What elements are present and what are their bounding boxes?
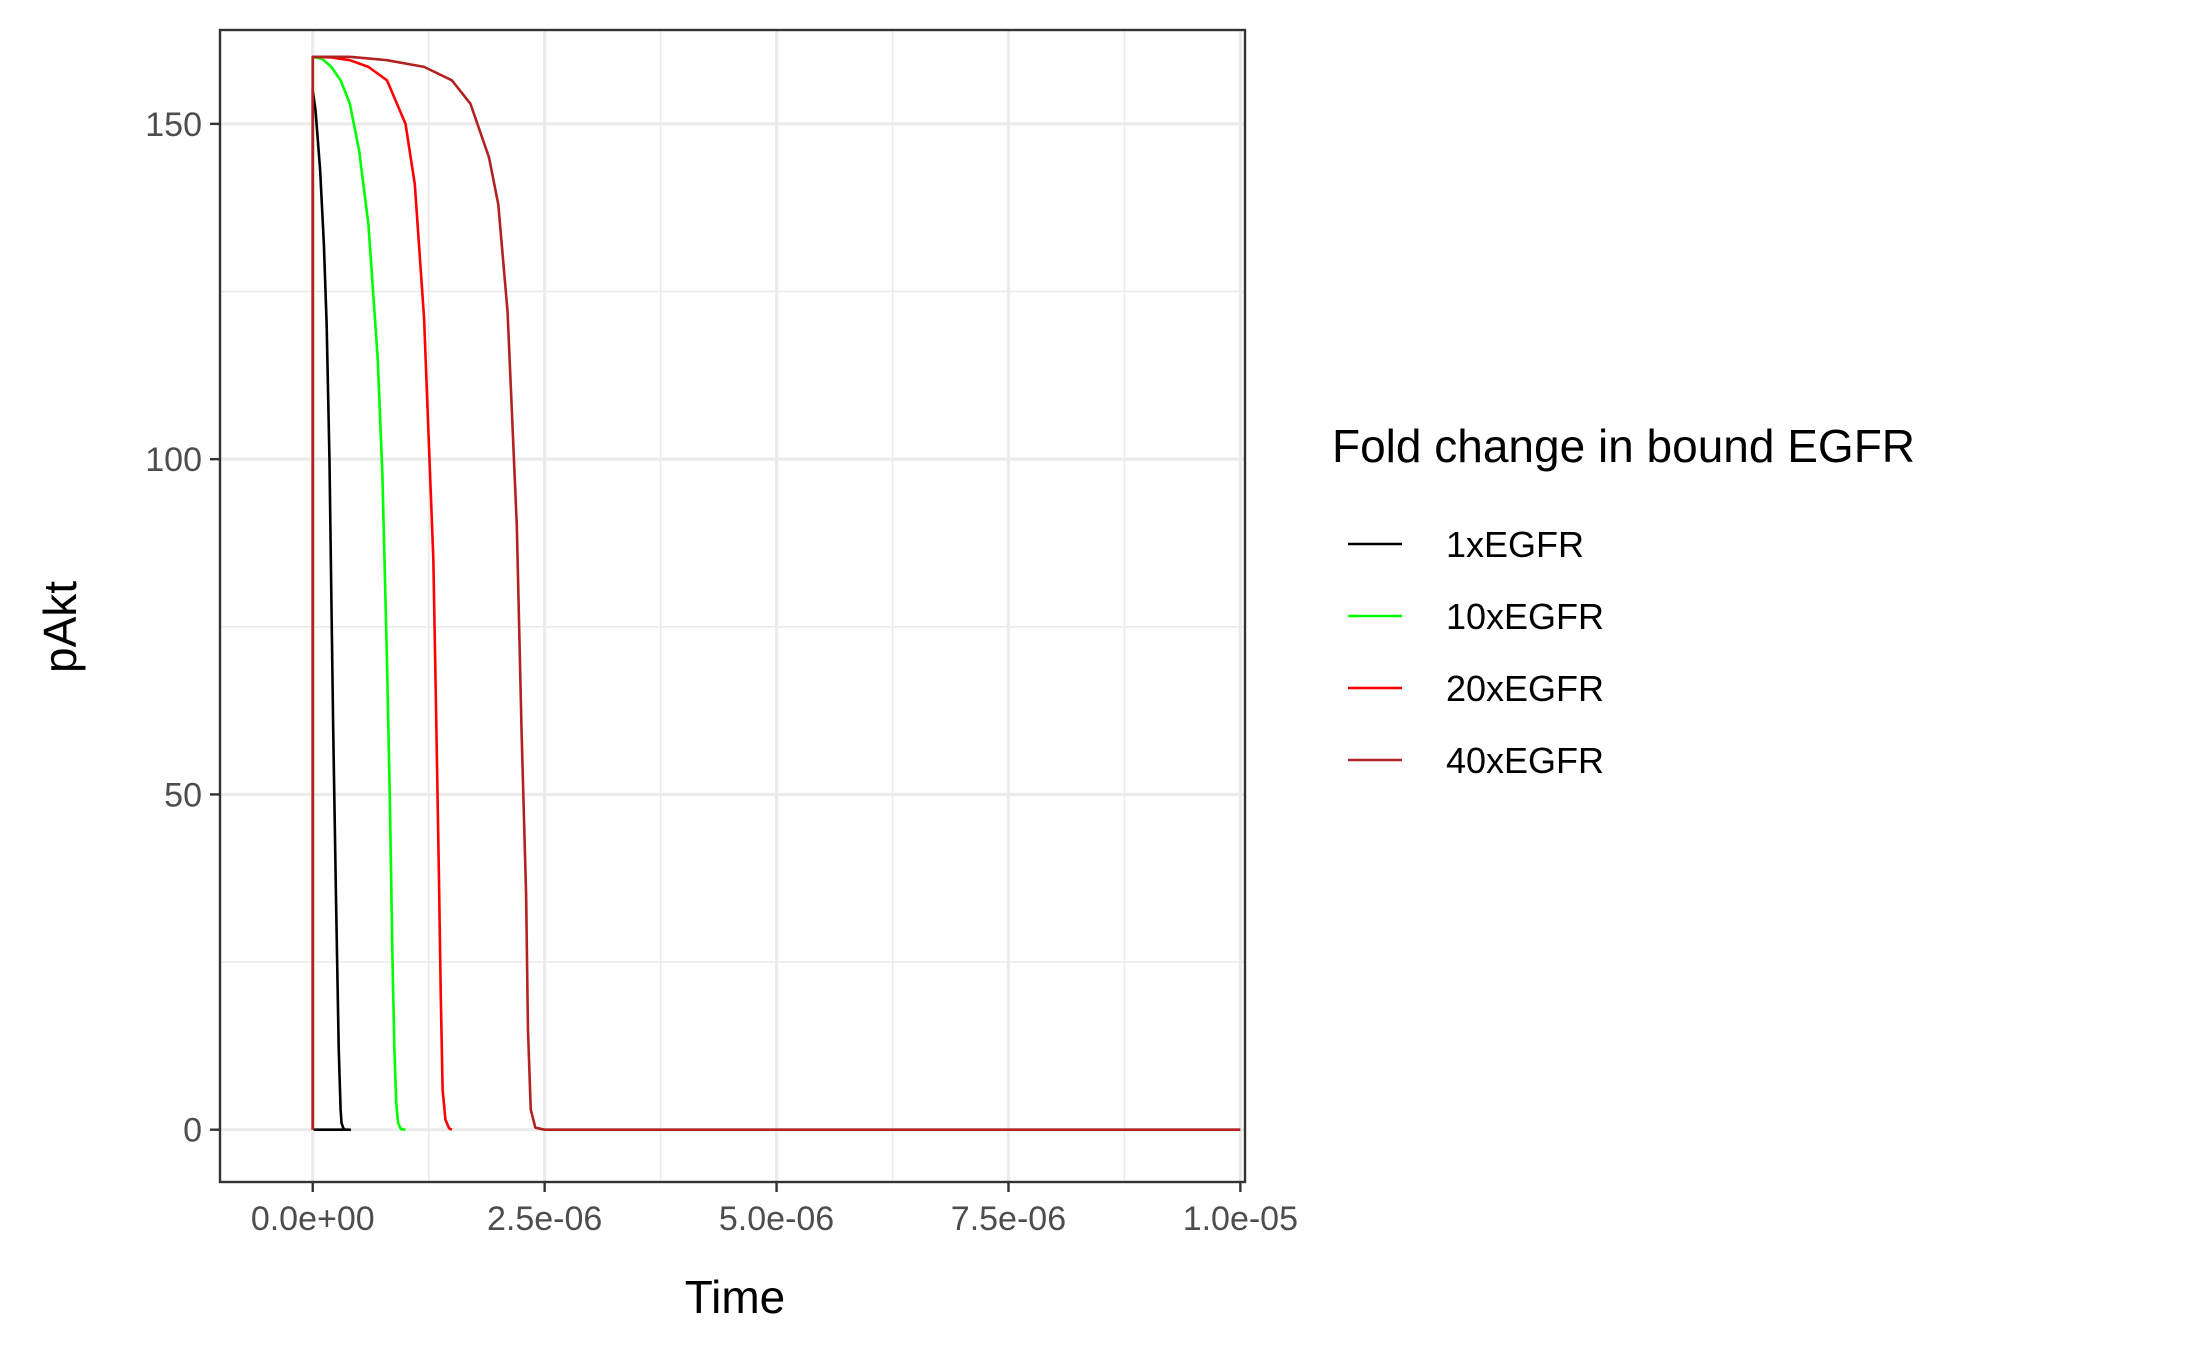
y-axis-title: pAkt <box>34 581 86 673</box>
series-line-10xEGFR <box>311 55 406 1131</box>
legend-label-1xEGFR: 1xEGFR <box>1446 524 1584 565</box>
y-tick-label: 50 <box>164 776 202 814</box>
legend-label-20xEGFR: 20xEGFR <box>1446 668 1604 709</box>
panel-background <box>220 30 1245 1182</box>
x-tick-label: 1.0e-05 <box>1183 1200 1298 1238</box>
series-line-1xEGFR <box>311 89 352 1131</box>
x-axis-title: Time <box>685 1271 786 1323</box>
x-tick-label: 0.0e+00 <box>251 1200 375 1238</box>
panel-border <box>218 28 1247 1184</box>
axes: 0.0e+00 2.5e-06 5.0e-06 7.5e-06 1.0e-05 0 50 10… <box>145 28 1298 1238</box>
x-tick-label: 7.5e-06 <box>951 1200 1066 1238</box>
y-tick-label: 0 <box>183 1112 202 1150</box>
y-tick-label: 100 <box>145 441 202 479</box>
y-tick-label: 150 <box>145 106 202 144</box>
x-tick-label: 5.0e-06 <box>719 1200 834 1238</box>
legend-label-40xEGFR: 40xEGFR <box>1446 740 1604 781</box>
legend-title: Fold change in bound EGFR <box>1332 420 1915 472</box>
series-line-20xEGFR <box>311 55 453 1131</box>
legend-label-10xEGFR: 10xEGFR <box>1446 596 1604 637</box>
plot-area <box>220 30 1245 1182</box>
legend: Fold change in bound EGFR 1xEGFR 10xEGFR 2… <box>1332 420 1915 781</box>
x-tick-label: 2.5e-06 <box>487 1200 602 1238</box>
series-line-40xEGFR <box>311 55 1241 1131</box>
